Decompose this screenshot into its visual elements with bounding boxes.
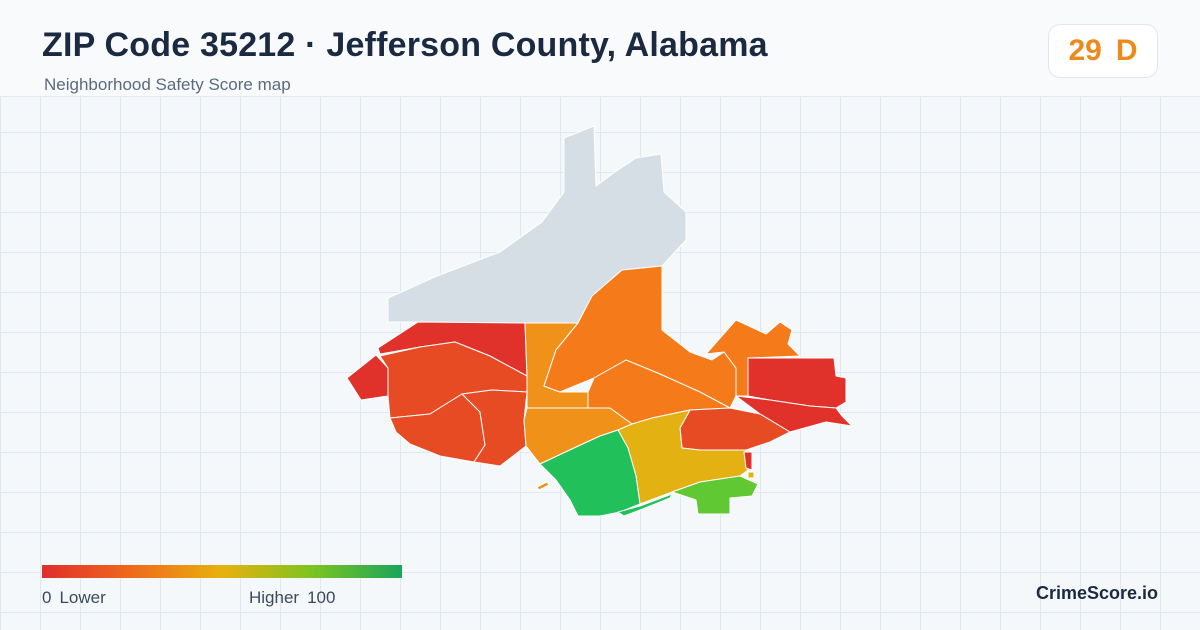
region-east-red[interactable] [747,357,847,409]
region-yellow-dash[interactable] [747,471,755,479]
header: ZIP Code 35212 · Jefferson County, Alaba… [0,0,1200,97]
region-east-notch[interactable] [743,451,753,471]
region-green-sliver[interactable] [617,493,673,517]
region-west-tip[interactable] [346,354,389,401]
page-subtitle: Neighborhood Safety Score map [44,75,291,94]
page-title: ZIP Code 35212 · Jefferson County, Alaba… [42,26,768,64]
region-southeast-green[interactable] [671,475,759,515]
region-orange-dash[interactable] [536,481,550,491]
legend-low-label: 0 Lower [42,588,106,608]
legend-color-scale [42,565,402,578]
region-northeast[interactable] [705,319,801,397]
legend-low-text: Lower [59,588,106,607]
region-south-west-central[interactable] [461,389,528,467]
brand-logo[interactable]: CrimeScore.io [1036,583,1159,603]
region-south-green[interactable] [539,429,641,517]
legend-high-value: 100 [307,588,336,607]
score-badge: 29 D [1048,24,1158,78]
legend-high-label: Higher 100 [249,588,335,608]
score-grade: D [1115,34,1138,67]
legend-high-text: Higher [249,588,300,607]
score-value: 29 [1068,34,1102,67]
legend-low-value: 0 [42,588,52,607]
